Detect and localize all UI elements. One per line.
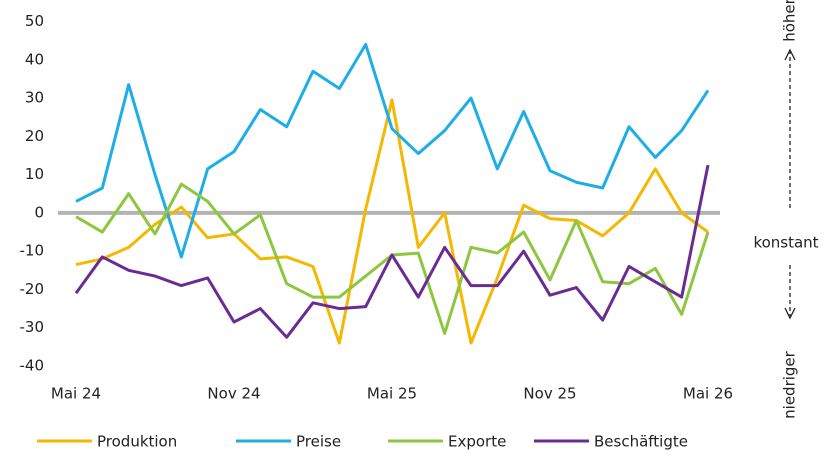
y-tick-label: 20 xyxy=(25,127,44,145)
x-tick-label: Mai 26 xyxy=(683,385,733,403)
y-tick-label: 30 xyxy=(25,89,44,107)
side-scale: höher konstant niedriger xyxy=(753,0,818,419)
y-tick-label: 10 xyxy=(25,165,44,183)
series-line xyxy=(75,98,709,345)
series-line xyxy=(75,42,710,259)
annotation-high: höher xyxy=(781,0,799,42)
legend-label: Produktion xyxy=(97,433,177,451)
x-tick-label: Mai 25 xyxy=(367,385,417,403)
series-line xyxy=(75,182,710,335)
annotation-constant: konstant xyxy=(753,234,818,252)
legend-label: Beschäftigte xyxy=(594,433,688,451)
y-tick-label: -40 xyxy=(20,357,45,375)
x-tick-label: Nov 24 xyxy=(207,385,260,403)
down-arrow-head xyxy=(784,307,796,320)
x-tick-label: Nov 25 xyxy=(523,385,576,403)
series-line xyxy=(74,164,710,339)
legend-label: Exporte xyxy=(448,433,506,451)
y-tick-label: -30 xyxy=(20,318,45,336)
annotation-low: niedriger xyxy=(781,350,799,419)
y-tick-label: 0 xyxy=(34,203,44,221)
y-tick-label: 40 xyxy=(25,50,44,68)
y-tick-label: -20 xyxy=(20,280,45,298)
legend-label: Preise xyxy=(296,433,341,451)
y-tick-label: -10 xyxy=(20,242,45,260)
y-tick-label: 50 xyxy=(25,12,44,30)
x-tick-label: Mai 24 xyxy=(51,385,101,403)
up-arrow-head xyxy=(784,48,796,61)
